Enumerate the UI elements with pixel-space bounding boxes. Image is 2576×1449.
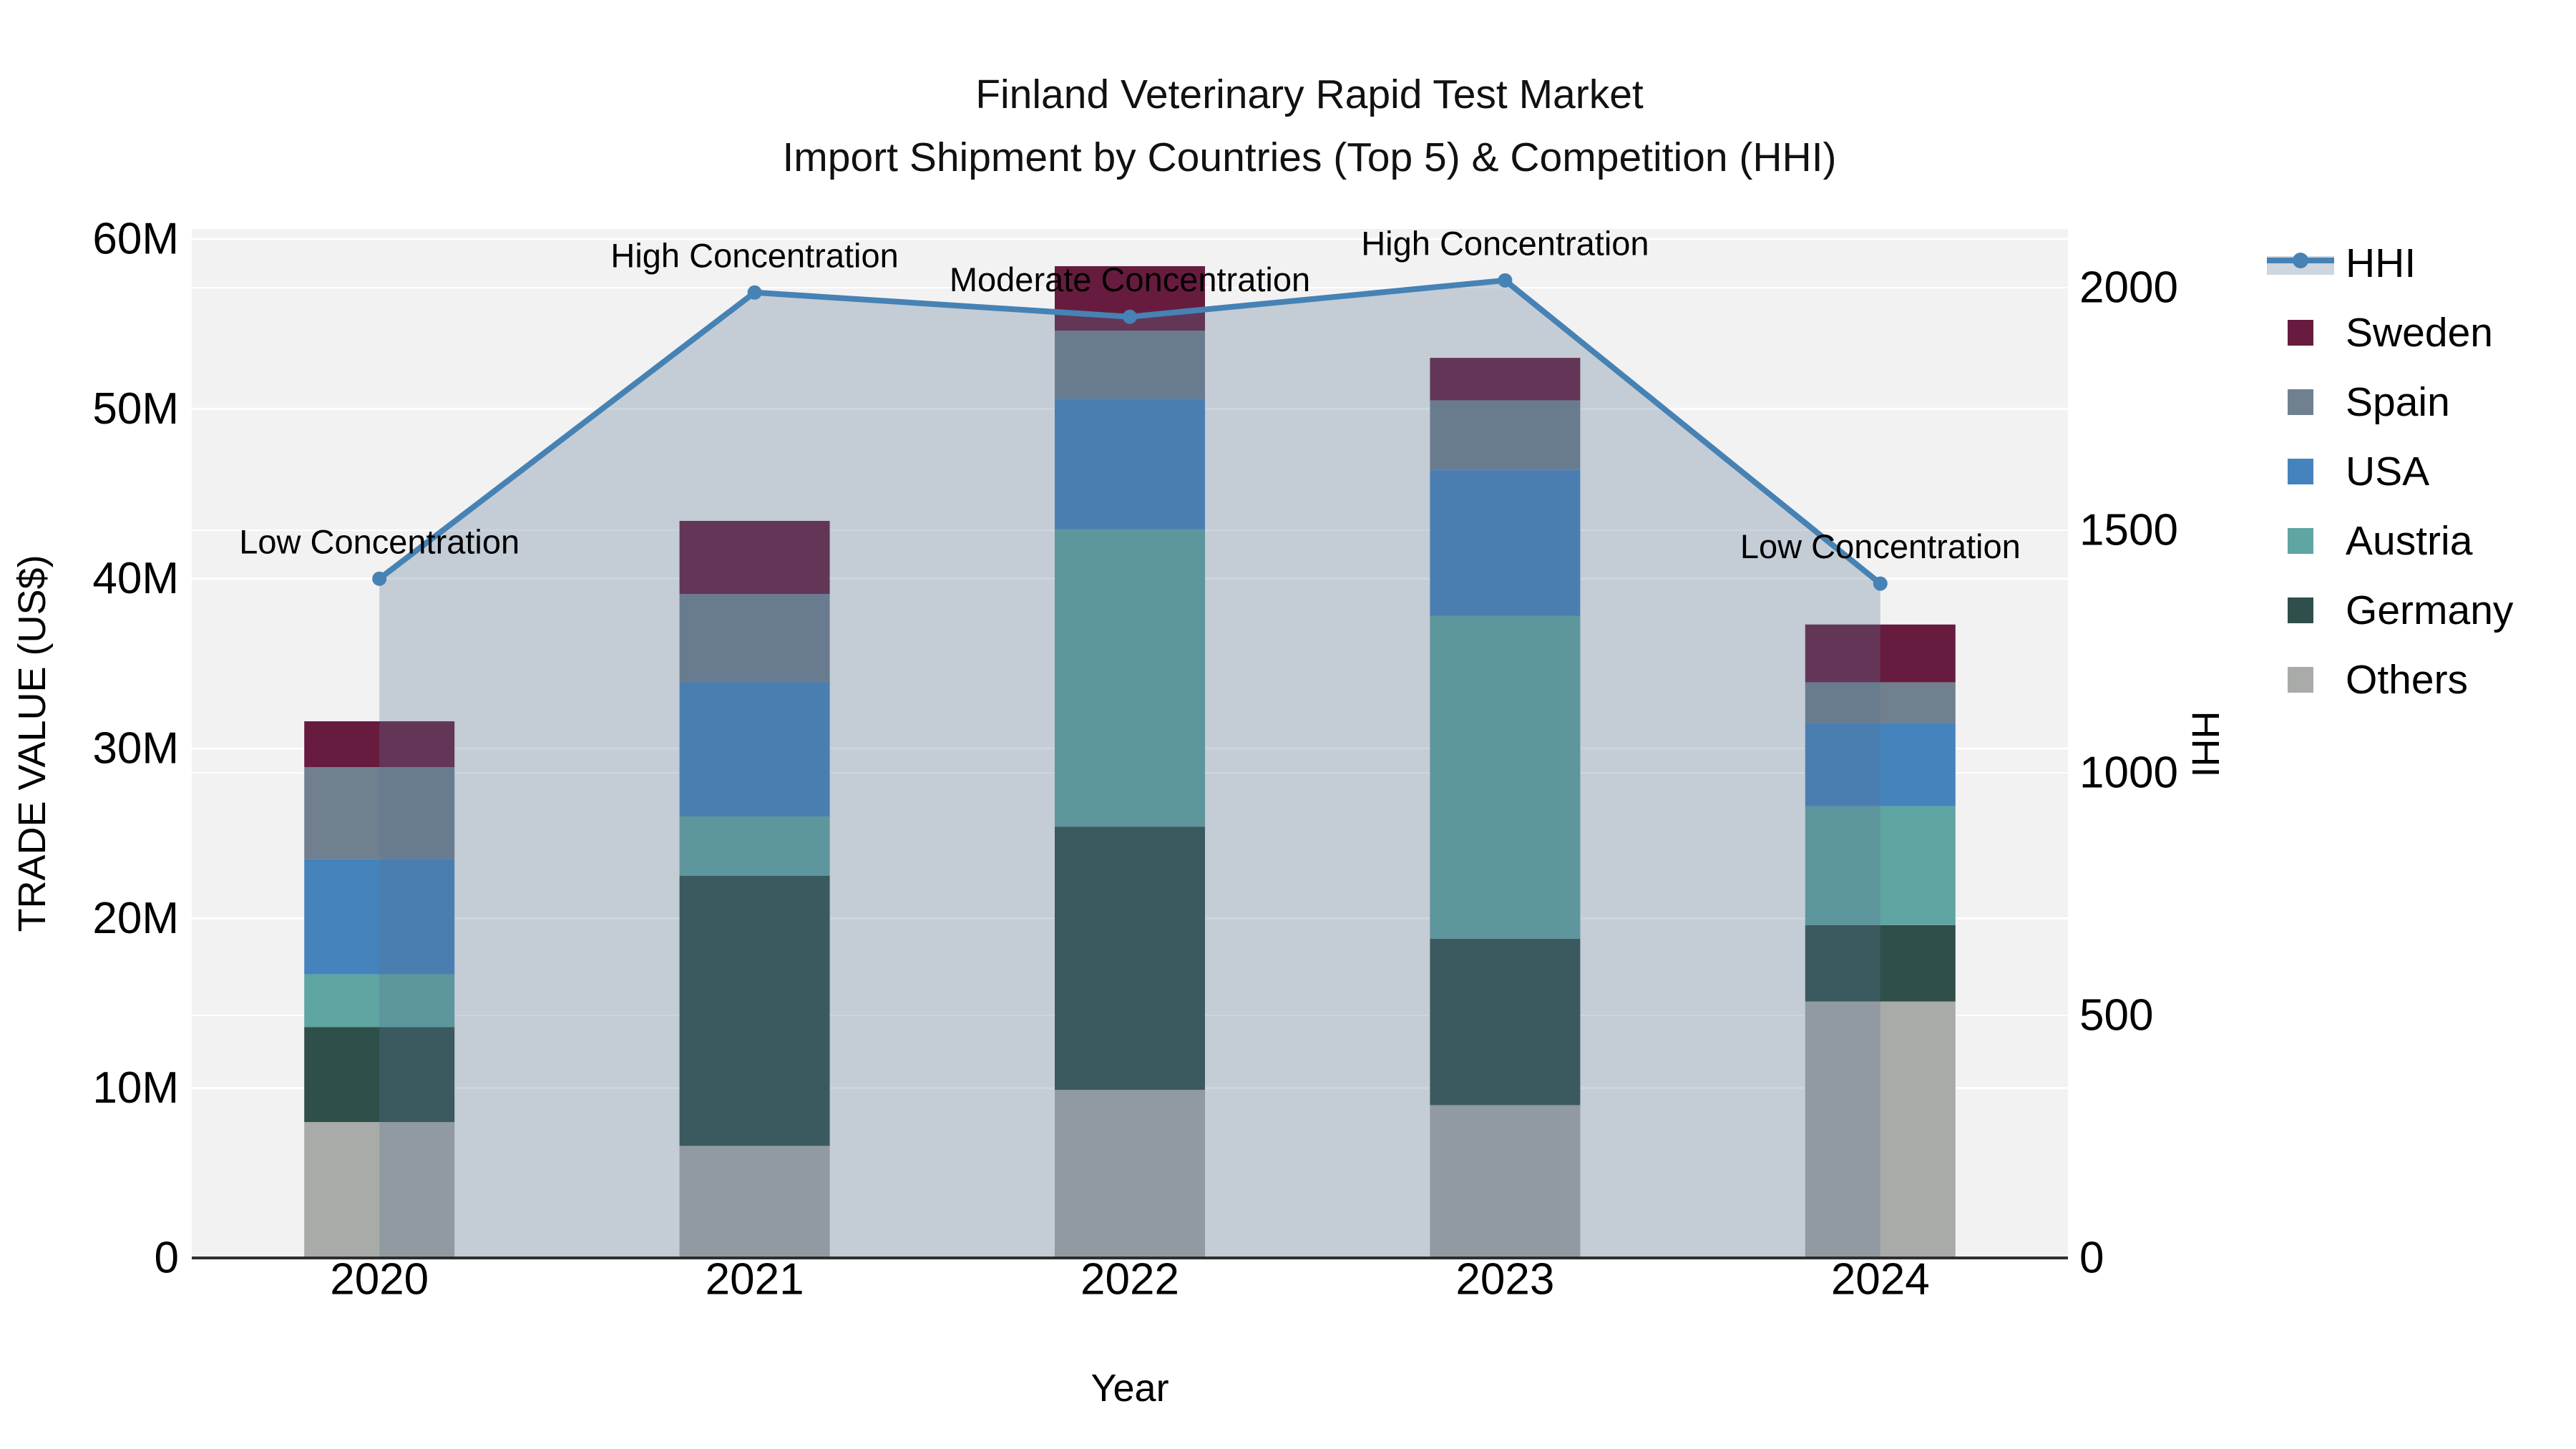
annotation-2022: Moderate Concentration <box>950 260 1310 298</box>
hhi-marker-2022 <box>1123 309 1137 324</box>
y-left-tick-30M: 30M <box>92 724 179 774</box>
bar-segment-2020-germany <box>304 1027 455 1123</box>
legend-swatch-sweden <box>2288 320 2313 346</box>
hhi-area-fill <box>379 280 1880 1259</box>
bar-segment-2023-spain <box>1430 400 1581 470</box>
legend-label-spain: Spain <box>2346 379 2450 425</box>
bar-segment-2020-austria <box>304 974 455 1028</box>
legend-label-hhi: HHI <box>2346 240 2416 286</box>
x-tick-2022: 2022 <box>1080 1255 1179 1304</box>
bar-segment-2021-usa <box>679 682 830 816</box>
legend-swatch-spain <box>2288 389 2313 415</box>
y-left-tick-50M: 50M <box>92 384 179 434</box>
y-right-tick-1500: 1500 <box>2079 506 2178 555</box>
bar-segment-2023-others <box>1430 1105 1581 1258</box>
annotation-2021: High Concentration <box>610 236 898 274</box>
y-left-tick-10M: 10M <box>92 1063 179 1113</box>
bar-segment-2024-sweden <box>1805 624 1956 683</box>
x-tick-2021: 2021 <box>706 1255 804 1304</box>
y-right-tick-2000: 2000 <box>2079 263 2178 313</box>
hhi-marker-2023 <box>1498 273 1513 288</box>
x-tick-2020: 2020 <box>330 1255 429 1304</box>
y-left-tick-40M: 40M <box>92 554 179 603</box>
bar-segment-2023-germany <box>1430 938 1581 1106</box>
annotation-2023: High Concentration <box>1361 224 1649 262</box>
bar-segment-2021-others <box>679 1146 830 1258</box>
bar-segment-2022-germany <box>1055 826 1205 1091</box>
bar-segment-2022-spain <box>1055 331 1205 399</box>
y-right-axis-title: HHI <box>2184 711 2227 778</box>
y-left-tick-0: 0 <box>155 1234 179 1283</box>
chart-title-line1: Finland Veterinary Rapid Test Market <box>975 72 1644 117</box>
bar-segment-2024-austria <box>1805 806 1956 925</box>
hhi-marker-2021 <box>747 285 762 300</box>
x-axis-title: Year <box>1091 1367 1169 1410</box>
legend-swatch-usa <box>2288 459 2313 484</box>
legend-label-usa: USA <box>2346 449 2429 494</box>
bar-segment-2020-others <box>304 1122 455 1258</box>
y-left-axis-title: TRADE VALUE (US$) <box>11 555 54 932</box>
bar-segment-2020-spain <box>304 767 455 859</box>
bar-segment-2022-others <box>1055 1090 1205 1258</box>
x-tick-2023: 2023 <box>1455 1255 1554 1304</box>
bar-segment-2022-usa <box>1055 399 1205 530</box>
bar-segment-2022-austria <box>1055 529 1205 827</box>
x-tick-2024: 2024 <box>1831 1255 1930 1304</box>
bar-segment-2020-sweden <box>304 721 455 768</box>
bar-segment-2020-usa <box>304 859 455 975</box>
chart-title: Finland Veterinary Rapid Test Market Imp… <box>43 63 2576 189</box>
y-right-tick-1000: 1000 <box>2079 748 2178 798</box>
bar-segment-2021-spain <box>679 594 830 683</box>
bar-segment-2023-usa <box>1430 469 1581 616</box>
bar-segment-2024-spain <box>1805 682 1956 723</box>
y-right-tick-500: 500 <box>2079 991 2153 1040</box>
legend-label-others: Others <box>2346 657 2468 703</box>
bar-segment-2023-austria <box>1430 615 1581 939</box>
legend-hhi-marker-sample <box>2293 253 2308 268</box>
bar-segment-2021-germany <box>679 876 830 1146</box>
bar-segment-2024-germany <box>1805 924 1956 1002</box>
bar-segment-2024-others <box>1805 1001 1956 1258</box>
bar-segment-2021-sweden <box>679 520 830 595</box>
bar-segment-2021-austria <box>679 816 830 876</box>
bar-segment-2023-sweden <box>1430 358 1581 401</box>
hhi-marker-2024 <box>1873 576 1888 591</box>
hhi-marker-2020 <box>372 571 387 586</box>
annotation-2024: Low Concentration <box>1740 527 2021 565</box>
annotation-2020: Low Concentration <box>239 522 519 560</box>
y-left-tick-60M: 60M <box>92 215 179 264</box>
legend-label-sweden: Sweden <box>2346 310 2493 356</box>
legend-label-germany: Germany <box>2346 587 2514 633</box>
y-left-tick-20M: 20M <box>92 894 179 943</box>
y-right-tick-0: 0 <box>2079 1234 2104 1283</box>
legend-swatch-germany <box>2288 597 2313 623</box>
legend-label-austria: Austria <box>2346 518 2473 564</box>
chart-title-line2: Import Shipment by Countries (Top 5) & C… <box>782 135 1837 180</box>
legend-swatch-others <box>2288 667 2313 693</box>
legend-swatch-austria <box>2288 528 2313 554</box>
bar-segment-2024-usa <box>1805 723 1956 806</box>
